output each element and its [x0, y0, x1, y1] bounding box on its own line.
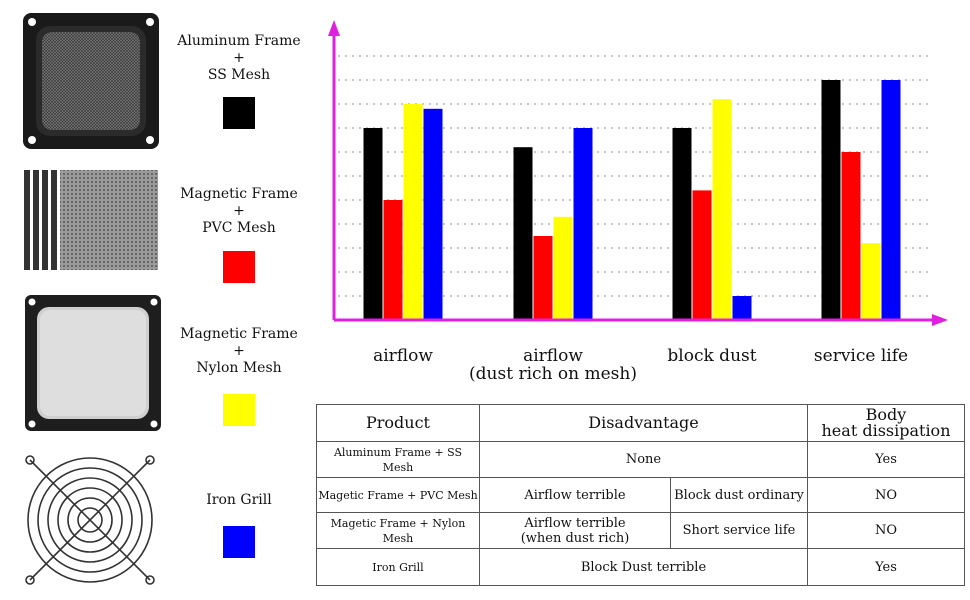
header-heat-dissipation: Body heat dissipation: [807, 404, 965, 442]
bar: [881, 80, 901, 320]
bar: [692, 190, 712, 320]
bar: [553, 216, 573, 320]
cell-heat: NO: [807, 477, 965, 513]
iron-grill-image: [25, 455, 155, 585]
bar: [821, 80, 841, 320]
legend-swatch-blue: [223, 526, 255, 558]
cell-product: Magetic Frame + Nylon Mesh: [316, 512, 480, 549]
table-row: Iron Grill Block Dust terrible Yes: [316, 548, 965, 586]
table-row: Magetic Frame + Nylon Mesh Airflow terri…: [316, 512, 965, 549]
legend-label-iron-grill: Iron Grill: [206, 492, 272, 508]
legend-label-magnetic-nylon: Magnetic Frame + Nylon Mesh: [180, 326, 298, 376]
category-label: block dust: [667, 346, 756, 366]
comparison-table: Product Disadvantage Body heat dissipati…: [316, 404, 965, 586]
y-axis-arrow: [328, 20, 340, 36]
legend-label-magnetic-pvc: Magnetic Frame + PVC Mesh: [180, 186, 298, 236]
table-row: Magetic Frame + PVC Mesh Airflow terribl…: [316, 477, 965, 513]
bar: [573, 128, 593, 320]
legend-swatch-black: [223, 97, 255, 129]
cell-heat: NO: [807, 512, 965, 549]
cell-heat: Yes: [807, 441, 965, 478]
cell-disadvantage: Block Dust terrible: [479, 548, 808, 586]
cell-disadvantage: Airflow terrible (when dust rich): [479, 512, 671, 549]
category-label: (dust rich on mesh): [469, 364, 637, 384]
aluminum-frame-filter-image: [23, 13, 159, 149]
magnetic-nylon-filter-image: [25, 295, 161, 431]
magnetic-pvc-mesh-image: [24, 170, 158, 270]
legend-label-aluminum-ss: Aluminum Frame + SS Mesh: [177, 33, 301, 83]
cell-heat: Yes: [807, 548, 965, 586]
bar: [363, 128, 383, 320]
bar: [513, 147, 533, 320]
cell-product: Aluminum Frame + SS Mesh: [316, 441, 480, 478]
x-axis-arrow: [932, 314, 948, 326]
legend-swatch-red: [223, 251, 255, 283]
bar: [423, 108, 443, 320]
cell-product: Iron Grill: [316, 548, 480, 586]
bar: [841, 152, 861, 320]
legend-swatch-yellow: [223, 394, 255, 426]
cell-disadvantage: Block dust ordinary: [670, 477, 808, 513]
table-row: Aluminum Frame + SS Mesh None Yes: [316, 441, 965, 478]
cell-disadvantage: Airflow terrible: [479, 477, 671, 513]
bar: [732, 296, 752, 320]
header-product: Product: [316, 404, 480, 442]
cell-disadvantage: Short service life: [670, 512, 808, 549]
bar: [712, 99, 732, 320]
bar: [383, 200, 403, 320]
bar: [672, 128, 692, 320]
category-label: airflow: [373, 346, 433, 366]
cell-disadvantage: None: [479, 441, 808, 478]
table-header-row: Product Disadvantage Body heat dissipati…: [316, 404, 965, 442]
header-disadvantage: Disadvantage: [479, 404, 808, 442]
bar: [861, 243, 881, 320]
bar: [403, 104, 423, 320]
cell-product: Magetic Frame + PVC Mesh: [316, 477, 480, 513]
category-label: service life: [814, 346, 908, 366]
bar-chart: airflow airflow(dust rich on mesh)block d…: [328, 20, 948, 384]
bar: [533, 236, 553, 320]
category-label: airflow: [523, 346, 583, 366]
